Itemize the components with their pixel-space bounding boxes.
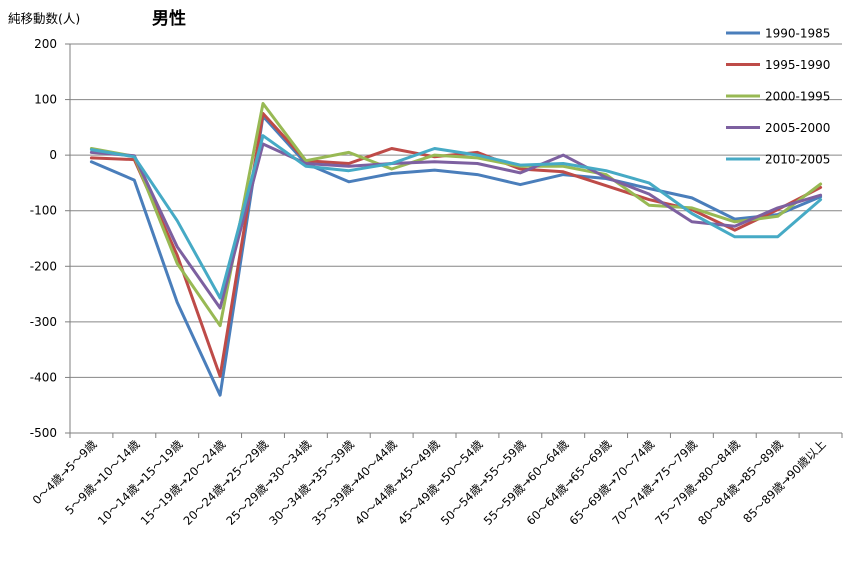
x-axis-ticks: 0〜4歳→5〜9歳5〜9歳→10〜14歳10〜14歳→15〜19歳15〜19歳→… [30,433,843,528]
legend-entry: 2005-2000 [765,121,830,135]
series-line-2000-1995 [89,102,823,328]
legend-entry: 1990-1985 [765,27,830,41]
y-tick-label: -300 [30,315,57,329]
legend: 1990-1985 1995-1990 2000-1995 2005-2000 2010… [726,27,830,167]
y-tick-label: 200 [34,37,57,51]
y-tick-label: -400 [30,370,57,384]
series-line-1995-1990 [89,112,823,378]
y-axis-ticks: 200 100 0 -100 -200 -300 -400 -500 [30,37,70,440]
x-tick-label: 5〜9歳→10〜14歳 [62,437,143,518]
y-tick-label: 100 [34,93,57,107]
gridlines [70,43,842,378]
y-tick-label: -100 [30,204,57,218]
legend-entry: 2000-1995 [765,90,830,104]
y-axis-label: 純移動数(人) [8,11,80,26]
series-line-2010-2005 [89,134,823,300]
chart-title: 男性 [152,8,186,29]
legend-entry: 2010-2005 [765,153,830,167]
series-lines [89,102,823,397]
legend-entry: 1995-1990 [765,58,830,72]
y-tick-label: 0 [49,148,57,162]
y-tick-label: -200 [30,259,57,273]
series-line-1990-1985 [89,114,823,397]
y-tick-label: -500 [30,426,57,440]
x-tick-label: 85〜89歳→90歳以上 [740,437,828,525]
series-line-2005-2000 [89,142,823,310]
